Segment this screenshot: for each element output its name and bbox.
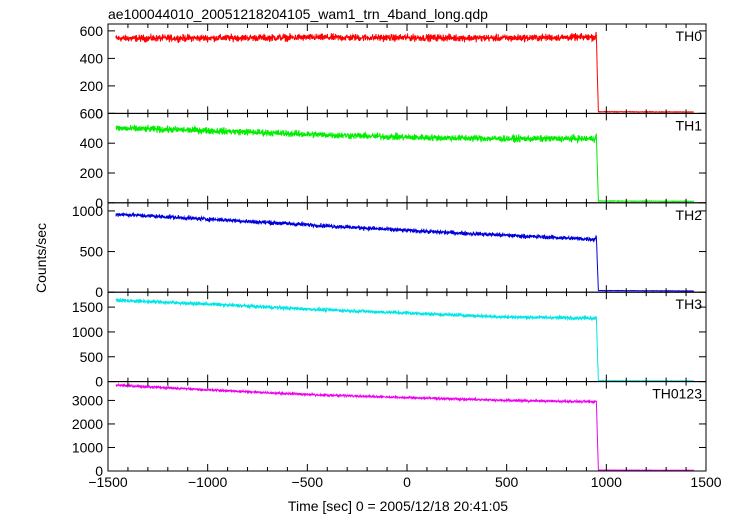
- series-line-th3: [115, 297, 695, 382]
- series-line-th0: [115, 31, 694, 114]
- y-tick-label: 0: [95, 105, 103, 121]
- panel-frame: [107, 112, 707, 204]
- series-line-th2: [115, 211, 695, 292]
- x-tick-label: −500: [292, 474, 324, 490]
- x-tick-label: 500: [495, 474, 519, 490]
- y-tick-label: 0: [95, 195, 103, 211]
- panel-label: TH0: [676, 28, 703, 44]
- y-tick-label: 500: [80, 244, 104, 260]
- y-tick-label: 0: [95, 374, 103, 390]
- panel-label: TH3: [676, 296, 703, 312]
- panel-label: TH0123: [652, 386, 702, 402]
- panel-th2: TH2 0 500 1000: [72, 202, 707, 300]
- y-tick-label: 0: [95, 463, 103, 479]
- chart-title: ae100044010_20051218204105_wam1_trn_4ban…: [108, 6, 488, 22]
- y-tick-label: 1000: [72, 439, 103, 455]
- panel-th0: TH0 0 200 400 600: [80, 23, 707, 121]
- y-tick-label: 500: [80, 349, 104, 365]
- panel-frame: [107, 202, 707, 293]
- panel-th0123: TH0123 0 1000 2000 3000: [72, 381, 707, 479]
- y-axis-label: Counts/sec: [33, 223, 49, 293]
- series-line-th0123: [115, 382, 694, 472]
- panel-th3: TH3 0 500 1000 1500: [72, 291, 707, 390]
- y-tick-label: 200: [80, 78, 104, 94]
- panel-th1: TH1 0 200 400 600: [80, 105, 707, 211]
- y-tick-label: 1500: [72, 299, 103, 315]
- panel-frame: [107, 291, 707, 383]
- y-tick-label: 400: [80, 135, 104, 151]
- y-tick-label: 600: [80, 105, 104, 121]
- y-tick-label: 2000: [72, 416, 103, 432]
- x-tick-label: 1000: [591, 474, 622, 490]
- panel-label: TH2: [676, 207, 703, 223]
- panels: TH00200400600TH10200400600TH205001000TH3…: [72, 23, 722, 490]
- y-tick-label: 3000: [72, 392, 103, 408]
- x-tick-label: 1500: [690, 474, 721, 490]
- x-axis-label: Time [sec] 0 = 2005/12/18 20:41:05: [288, 498, 508, 514]
- series-line-th1: [115, 124, 695, 203]
- x-tick-label: 0: [403, 474, 411, 490]
- panel-frame: [107, 381, 707, 472]
- y-tick-label: 1000: [72, 324, 103, 340]
- y-tick-label: 200: [80, 165, 104, 181]
- x-tick-label: −1500: [88, 474, 128, 490]
- y-tick-label: 600: [80, 23, 104, 39]
- y-tick-label: 1000: [72, 203, 103, 219]
- panel-label: TH1: [676, 117, 703, 133]
- x-tick-label: −1000: [188, 474, 228, 490]
- y-tick-label: 400: [80, 50, 104, 66]
- y-tick-label: 0: [95, 284, 103, 300]
